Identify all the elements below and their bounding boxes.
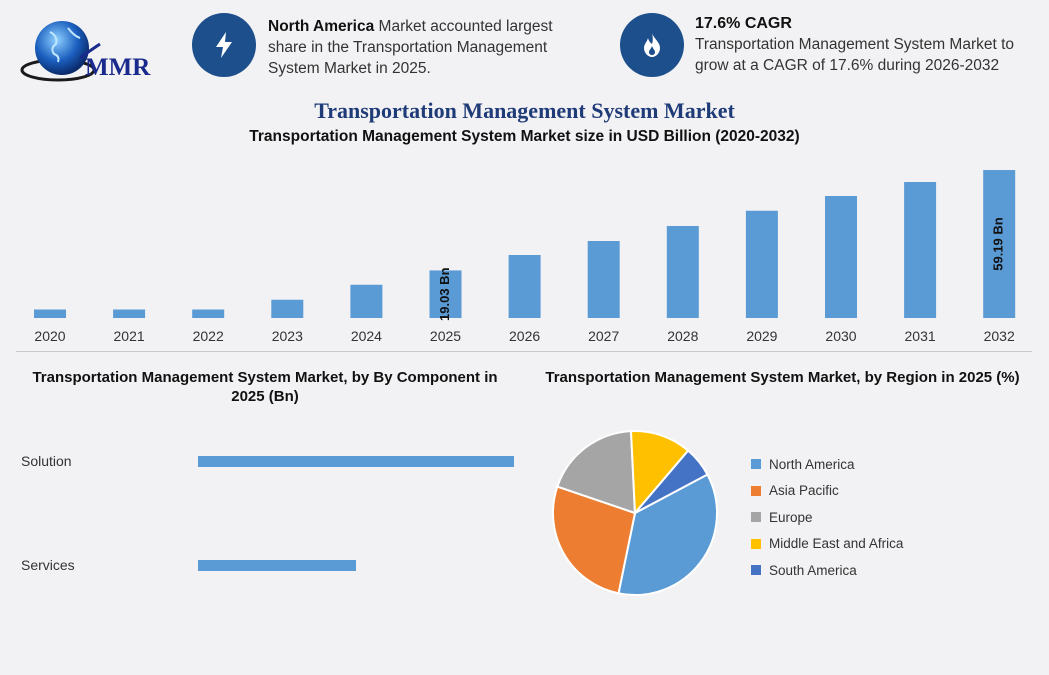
legend-swatch	[751, 565, 761, 576]
region-pie-chart	[552, 430, 718, 596]
mmr-logo[interactable]	[20, 18, 160, 88]
bar-2023	[271, 299, 304, 318]
legend-label: South America	[769, 562, 857, 578]
stat-1-body: Market accounted largest share in the Tr…	[268, 18, 553, 77]
x-tick-label: 2022	[193, 328, 224, 344]
region-chart-title: Transportation Management System Market,…	[545, 369, 1020, 386]
bar-2027	[587, 241, 620, 318]
stat-2-text: 17.6% CAGR Transportation Management Sys…	[695, 13, 1045, 76]
x-tick-label: 2032	[984, 328, 1015, 344]
pie-slice-europe	[556, 430, 637, 515]
x-tick-label: 2030	[825, 328, 856, 344]
legend-item: South America	[751, 557, 903, 584]
stat-1-highlight: North America	[268, 18, 375, 35]
x-tick-label: 2028	[667, 328, 698, 344]
x-tick-label: 2020	[34, 328, 65, 344]
pie-slice-asia-pacific	[552, 485, 637, 595]
x-tick-label: 2031	[905, 328, 936, 344]
stat-2-body: Transportation Management System Market …	[695, 36, 1015, 74]
component-label: Services	[21, 557, 75, 573]
legend-swatch	[751, 459, 761, 470]
stat-1-badge	[192, 13, 256, 77]
legend-item: Asia Pacific	[751, 478, 903, 505]
bar-2021	[113, 309, 146, 318]
legend-item: North America	[751, 451, 903, 478]
data-label: 19.03 Bn	[437, 267, 452, 321]
pie-slice-north-america	[617, 473, 718, 596]
x-tick-label: 2023	[272, 328, 303, 344]
stat-2-title: 17.6% CAGR	[695, 15, 792, 32]
bar-2030	[825, 196, 857, 318]
pie-legend: North America Asia Pacific Europe Middle Ea…	[751, 451, 903, 584]
data-label: 59.19 Bn	[991, 217, 1006, 271]
page-title: Transportation Management System Market	[314, 98, 735, 123]
globe-icon	[20, 21, 101, 82]
x-tick-label: 2026	[509, 328, 540, 344]
legend-label: Europe	[769, 509, 813, 525]
stat-1-text: North America Market accounted largest s…	[268, 16, 588, 79]
stat-2-badge	[620, 13, 684, 77]
component-bar-solution	[198, 456, 514, 467]
bar-2029	[745, 210, 778, 318]
x-tick-label: 2021	[114, 328, 145, 344]
bar-2031	[904, 182, 937, 318]
bar-2026	[508, 255, 541, 318]
legend-swatch	[751, 538, 761, 549]
legend-label: North America	[769, 456, 855, 472]
legend-label: Middle East and Africa	[769, 536, 904, 552]
bar-2022	[192, 309, 225, 318]
x-tick-label: 2027	[588, 328, 619, 344]
legend-item: Middle East and Africa	[751, 531, 903, 558]
legend-swatch	[751, 485, 761, 496]
bar-2020	[34, 309, 66, 318]
pie-slice-middle-east-and-africa	[629, 430, 690, 516]
logo-text: MMR	[85, 54, 151, 81]
bar-2032	[983, 170, 1016, 318]
flame-icon	[644, 33, 660, 57]
x-tick-label: 2029	[746, 328, 777, 344]
bar-2025	[429, 270, 462, 318]
bar-chart-title: Transportation Management System Market …	[249, 128, 800, 145]
pie-slice-south-america	[634, 449, 709, 514]
x-tick-label: 2025	[430, 328, 461, 344]
component-label: Solution	[21, 453, 72, 469]
component-chart-title: Transportation Management System Market,…	[32, 369, 498, 405]
market-size-bar-chart: 2020 2021 2022 2023 2024 2025 19.03 Bn 2026 2027…	[34, 170, 1016, 344]
section-divider	[16, 351, 1032, 352]
legend-item: Europe	[751, 504, 903, 531]
legend-swatch	[751, 512, 761, 523]
x-tick-label: 2024	[351, 328, 382, 344]
lightning-icon	[216, 32, 232, 58]
legend-label: Asia Pacific	[769, 483, 839, 499]
bar-2028	[666, 226, 699, 318]
bar-2024	[350, 284, 383, 318]
component-bar-services	[198, 560, 356, 571]
